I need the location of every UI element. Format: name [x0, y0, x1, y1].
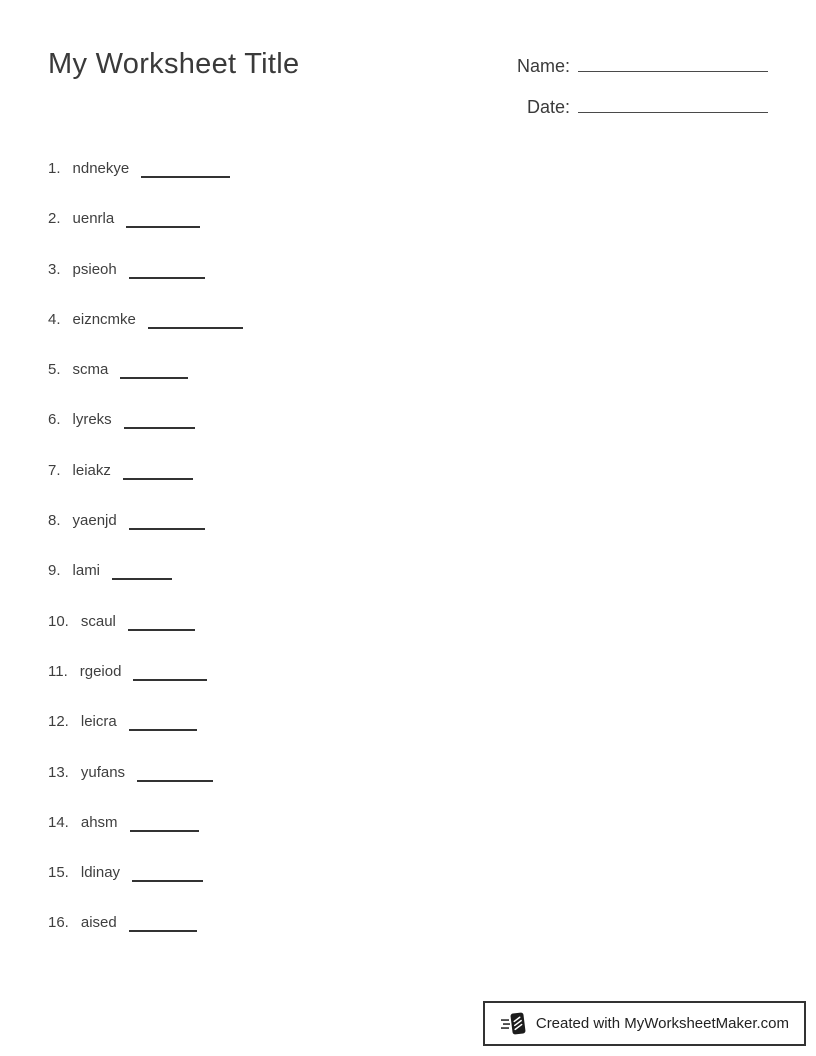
item-number: 13. — [48, 763, 69, 781]
flying-document-icon — [500, 1012, 526, 1035]
scrambled-word: leicra — [80, 713, 117, 731]
answer-blank — [128, 517, 205, 531]
item-number: 4. — [48, 310, 61, 328]
list-item: 1. ndnekye — [48, 159, 243, 209]
item-number: 7. — [48, 461, 61, 479]
list-item: 12. leicra — [48, 712, 243, 762]
item-number: 1. — [48, 160, 61, 177]
footer-credit: Created with MyWorksheetMaker.com — [482, 1001, 806, 1046]
scrambled-word: scaul — [80, 612, 116, 630]
scrambled-word: psieoh — [72, 260, 117, 278]
date-line — [578, 89, 768, 113]
list-item: 11. rgeiod — [48, 662, 243, 712]
list-item: 10. scaul — [48, 612, 243, 662]
answer-blank — [133, 668, 208, 681]
answer-blank — [129, 819, 199, 832]
scrambled-word: uenrla — [72, 210, 115, 228]
item-number: 8. — [48, 512, 61, 530]
answer-blank — [128, 718, 197, 732]
answer-blank — [147, 316, 243, 329]
date-label: Date: — [526, 97, 570, 117]
item-number: 5. — [48, 361, 61, 379]
name-line — [578, 48, 768, 72]
list-item: 5. scma — [48, 360, 243, 410]
scrambled-word: yufans — [80, 763, 126, 781]
answer-blank — [127, 618, 195, 631]
scrambled-word: eizncmke — [72, 310, 136, 328]
scramble-list: 1. ndnekye 2. uenrla 3. psieoh 4. eizncm… — [48, 159, 243, 964]
item-number: 11. — [48, 662, 68, 680]
worksheet-title: My Worksheet Title — [48, 48, 300, 80]
scrambled-word: ldinay — [80, 864, 121, 882]
answer-blank — [112, 567, 173, 581]
item-number: 12. — [48, 713, 69, 731]
scrambled-word: scma — [72, 361, 109, 379]
scrambled-word: lyreks — [72, 411, 112, 429]
item-number: 16. — [48, 914, 69, 932]
list-item: 3. psieoh — [48, 260, 243, 310]
list-item: 6. lyreks — [48, 410, 243, 460]
item-number: 9. — [48, 562, 61, 580]
answer-blank — [123, 416, 195, 430]
item-number: 3. — [48, 260, 61, 278]
list-item: 8. yaenjd — [48, 511, 243, 561]
list-item: 16. aised — [48, 913, 243, 963]
answer-blank — [141, 165, 231, 178]
answer-blank — [137, 769, 214, 782]
item-number: 14. — [48, 813, 69, 831]
scrambled-word: ahsm — [80, 813, 118, 831]
name-label: Name: — [516, 56, 570, 76]
list-item: 15. ldinay — [48, 863, 243, 913]
scrambled-word: yaenjd — [72, 512, 117, 530]
list-item: 14. ahsm — [48, 813, 243, 863]
list-item: 7. leiakz — [48, 461, 243, 511]
list-item: 2. uenrla — [48, 209, 243, 259]
scrambled-word: lami — [72, 562, 101, 580]
list-item: 13. yufans — [48, 763, 243, 813]
answer-blank — [126, 215, 201, 229]
list-item: 4. eizncmke — [48, 310, 243, 360]
answer-blank — [132, 869, 204, 883]
answer-blank — [120, 366, 189, 380]
item-number: 2. — [48, 210, 61, 228]
item-number: 6. — [48, 411, 61, 429]
scrambled-word: ndnekye — [72, 160, 130, 177]
answer-blank — [128, 919, 197, 933]
list-item: 9. lami — [48, 561, 243, 611]
item-number: 15. — [48, 864, 69, 882]
answer-blank — [122, 467, 193, 480]
scrambled-word: aised — [80, 914, 117, 932]
answer-blank — [128, 266, 205, 279]
item-number: 10. — [48, 612, 69, 630]
scrambled-word: rgeiod — [79, 662, 122, 680]
scrambled-word: leiakz — [72, 461, 111, 479]
footer-text: Created with MyWorksheetMaker.com — [535, 1015, 789, 1032]
name-date-block: Name: Date: — [517, 48, 768, 118]
